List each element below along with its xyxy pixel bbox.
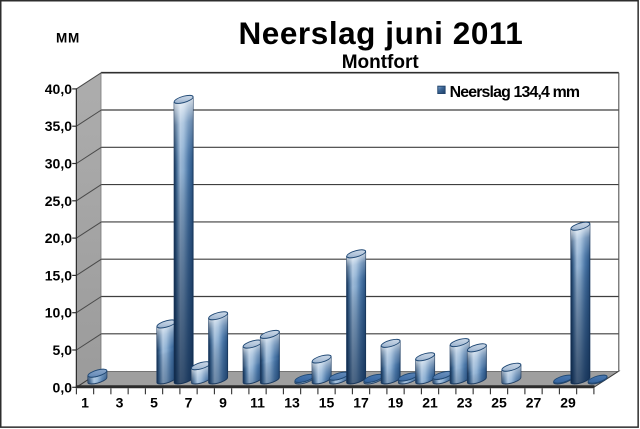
svg-text:35,0: 35,0 [45, 118, 72, 134]
svg-text:5: 5 [150, 395, 158, 411]
svg-text:40,0: 40,0 [45, 81, 72, 97]
svg-text:17: 17 [353, 395, 369, 411]
svg-text:13: 13 [284, 395, 300, 411]
svg-text:27: 27 [526, 395, 542, 411]
svg-text:Neerslag 134,4 mm: Neerslag 134,4 mm [450, 84, 580, 101]
svg-text:11: 11 [250, 395, 265, 411]
svg-text:25,0: 25,0 [45, 193, 72, 209]
svg-text:Neerslag juni 2011: Neerslag juni 2011 [239, 15, 524, 51]
svg-text:MM: MM [56, 31, 80, 46]
svg-text:23: 23 [457, 395, 473, 411]
svg-text:7: 7 [185, 395, 193, 411]
svg-text:9: 9 [219, 395, 227, 411]
svg-text:19: 19 [388, 395, 404, 411]
svg-text:25: 25 [491, 395, 507, 411]
svg-text:30,0: 30,0 [45, 156, 72, 172]
svg-text:Montfort: Montfort [342, 52, 420, 73]
svg-text:15,0: 15,0 [45, 267, 72, 283]
svg-text:21: 21 [422, 395, 438, 411]
svg-text:3: 3 [116, 395, 124, 411]
svg-text:10,0: 10,0 [45, 305, 72, 321]
svg-text:29: 29 [560, 395, 576, 411]
svg-text:15: 15 [319, 395, 335, 411]
svg-text:1: 1 [81, 395, 89, 411]
svg-text:5,0: 5,0 [53, 342, 73, 358]
svg-text:20,0: 20,0 [45, 230, 72, 246]
svg-text:0,0: 0,0 [53, 379, 73, 395]
